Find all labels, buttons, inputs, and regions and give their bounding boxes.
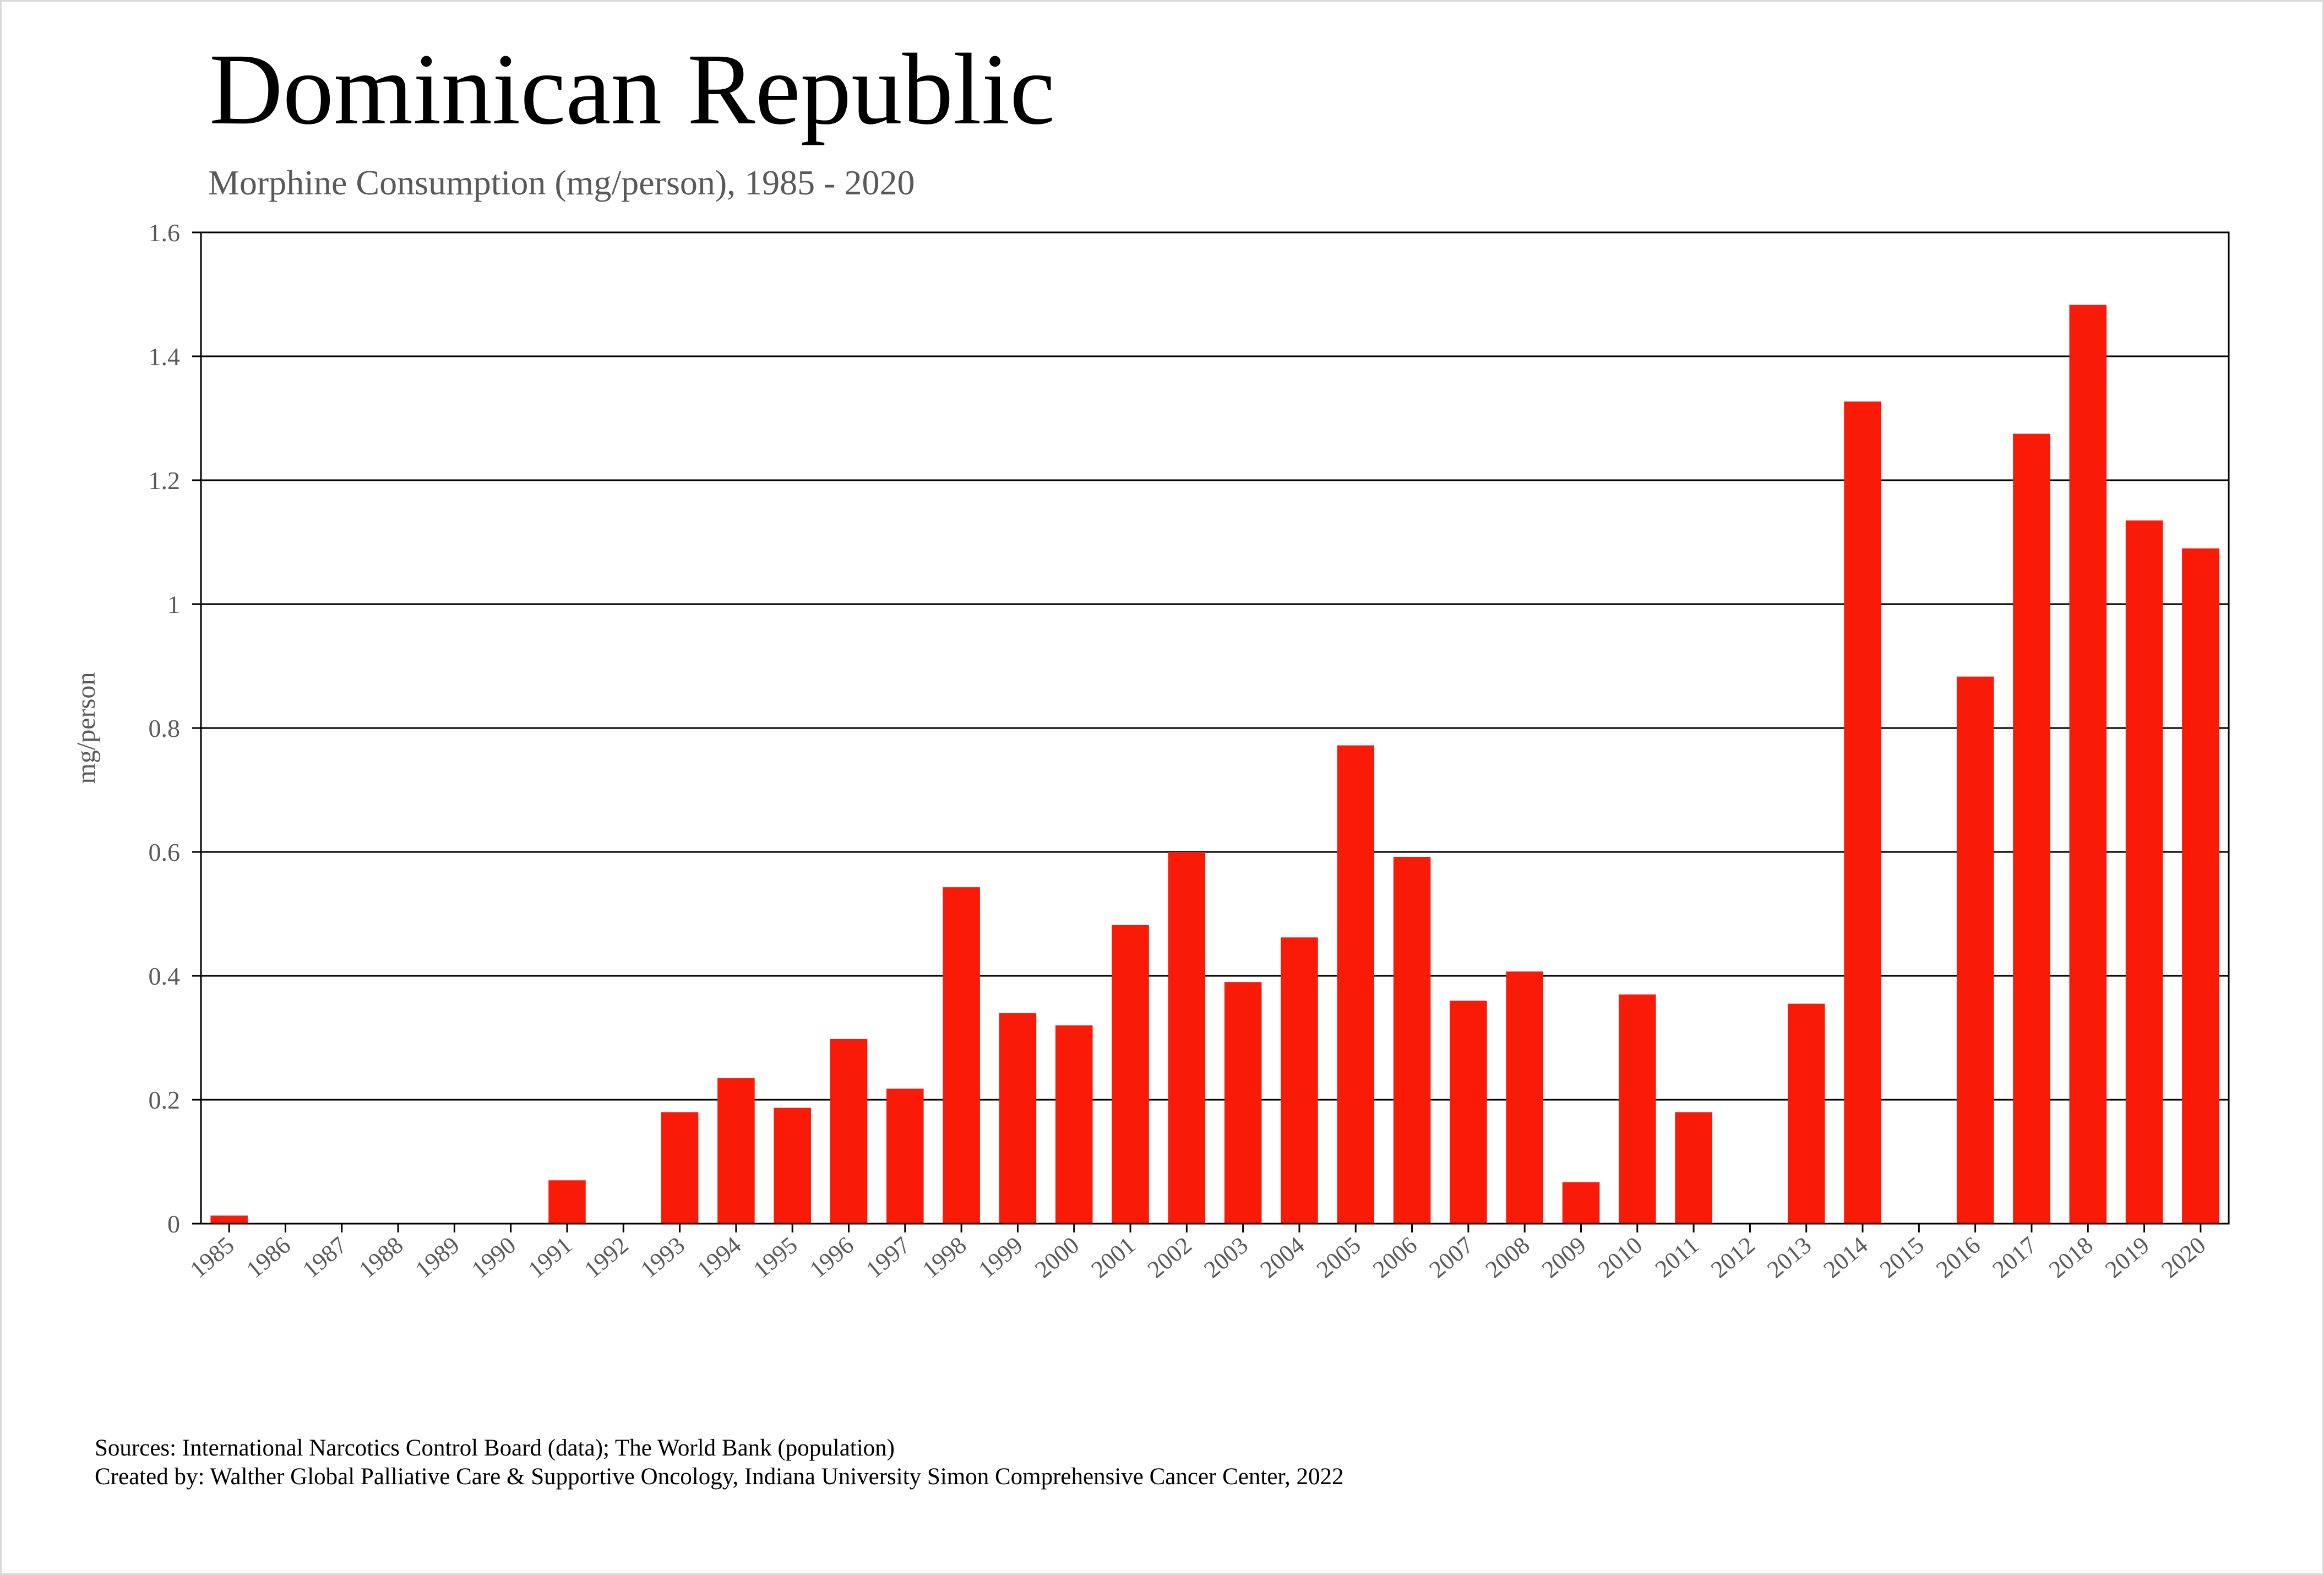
x-tick-label: 2010 [1593, 1231, 1647, 1283]
x-tick-label: 1989 [410, 1231, 465, 1283]
chart-title: Dominican Republic [209, 33, 1055, 146]
plot-border [200, 231, 2230, 1225]
bar-2011 [1675, 1112, 1712, 1224]
x-tick-label: 2015 [1875, 1231, 1929, 1283]
bar-2020 [2182, 548, 2219, 1224]
bar-2009 [1562, 1182, 1600, 1224]
y-tick-label: 1.6 [149, 219, 181, 247]
x-tick-label: 1997 [861, 1231, 915, 1283]
x-tick-label: 1988 [354, 1231, 409, 1283]
x-tick-label: 1993 [635, 1231, 690, 1283]
x-tick-label: 1990 [466, 1231, 521, 1283]
bar-2000 [1055, 1025, 1093, 1224]
y-tick-label: 0.2 [149, 1086, 181, 1114]
x-tick-label: 1986 [241, 1231, 296, 1283]
x-tick-label: 2008 [1481, 1231, 1535, 1283]
bar-1996 [830, 1039, 868, 1224]
bar-2003 [1224, 982, 1262, 1224]
bar-2017 [2013, 433, 2050, 1224]
bar-2019 [2125, 520, 2163, 1224]
bar-2002 [1168, 852, 1206, 1224]
bar-1994 [717, 1078, 755, 1224]
x-tick-label: 2020 [2156, 1231, 2211, 1283]
x-tick-label: 2000 [1030, 1231, 1084, 1283]
x-tick-label: 1992 [579, 1231, 634, 1283]
y-tick-label: 0.4 [149, 962, 181, 990]
bar-1997 [886, 1088, 924, 1224]
x-tick-label: 1999 [973, 1231, 1028, 1283]
chart-subtitle: Morphine Consumption (mg/person), 1985 -… [208, 163, 915, 202]
x-tick-label: 2013 [1762, 1231, 1816, 1283]
bar-1985 [210, 1215, 248, 1224]
bar-2010 [1619, 994, 1656, 1224]
bar-2001 [1112, 925, 1149, 1224]
x-tick-label: 2003 [1199, 1231, 1253, 1283]
x-tick-label: 1985 [185, 1231, 240, 1283]
y-tick-label: 1.2 [149, 466, 181, 495]
x-tick-label: 2005 [1311, 1231, 1366, 1283]
y-tick-label: 0 [167, 1210, 180, 1238]
x-tick-label: 2009 [1537, 1231, 1591, 1283]
x-tick-label: 1996 [804, 1231, 859, 1283]
x-tick-label: 2002 [1142, 1231, 1197, 1283]
bar-2007 [1450, 1001, 1487, 1224]
x-tick-label: 2006 [1368, 1231, 1422, 1283]
x-tick-label: 2001 [1086, 1231, 1141, 1283]
y-tick-label: 1.4 [149, 343, 181, 371]
y-tick-label: 1 [167, 590, 180, 618]
footer-created-by: Created by: Walther Global Palliative Ca… [95, 1464, 1344, 1490]
x-tick-label: 1994 [692, 1231, 746, 1283]
x-tick-label: 2018 [2044, 1231, 2098, 1283]
x-tick-label: 2012 [1706, 1231, 1760, 1283]
x-tick-label: 2014 [1819, 1231, 1873, 1283]
footer-sources: Sources: International Narcotics Control… [95, 1435, 895, 1461]
bar-2005 [1337, 745, 1375, 1224]
bar-1995 [774, 1107, 811, 1224]
y-axis-label: mg/person [72, 672, 101, 784]
bar-2018 [2069, 305, 2107, 1224]
x-tick-label: 1991 [523, 1231, 578, 1283]
x-tick-label: 1987 [297, 1231, 352, 1283]
y-tick-label: 0.6 [149, 838, 181, 866]
bar-2014 [1844, 401, 1881, 1224]
x-tick-label: 2019 [2100, 1231, 2154, 1283]
x-tick-label: 1995 [748, 1231, 803, 1283]
x-tick-label: 2011 [1650, 1231, 1704, 1283]
bar-1993 [661, 1112, 699, 1224]
x-tick-label: 2007 [1424, 1231, 1478, 1283]
bar-1999 [999, 1013, 1037, 1224]
x-tick-label: 2017 [1987, 1231, 2042, 1283]
bar-2016 [1956, 676, 1994, 1224]
x-tick-label: 1998 [917, 1231, 972, 1283]
bar-2004 [1281, 937, 1318, 1224]
bar-2013 [1787, 1003, 1825, 1224]
x-tick-label: 2016 [1931, 1231, 1985, 1283]
y-tick-label: 0.8 [149, 714, 181, 742]
bar-2008 [1506, 971, 1543, 1224]
bar-1991 [548, 1180, 586, 1224]
x-tick-label: 2004 [1255, 1231, 1309, 1283]
bar-2006 [1393, 857, 1431, 1224]
bar-1998 [943, 887, 980, 1224]
